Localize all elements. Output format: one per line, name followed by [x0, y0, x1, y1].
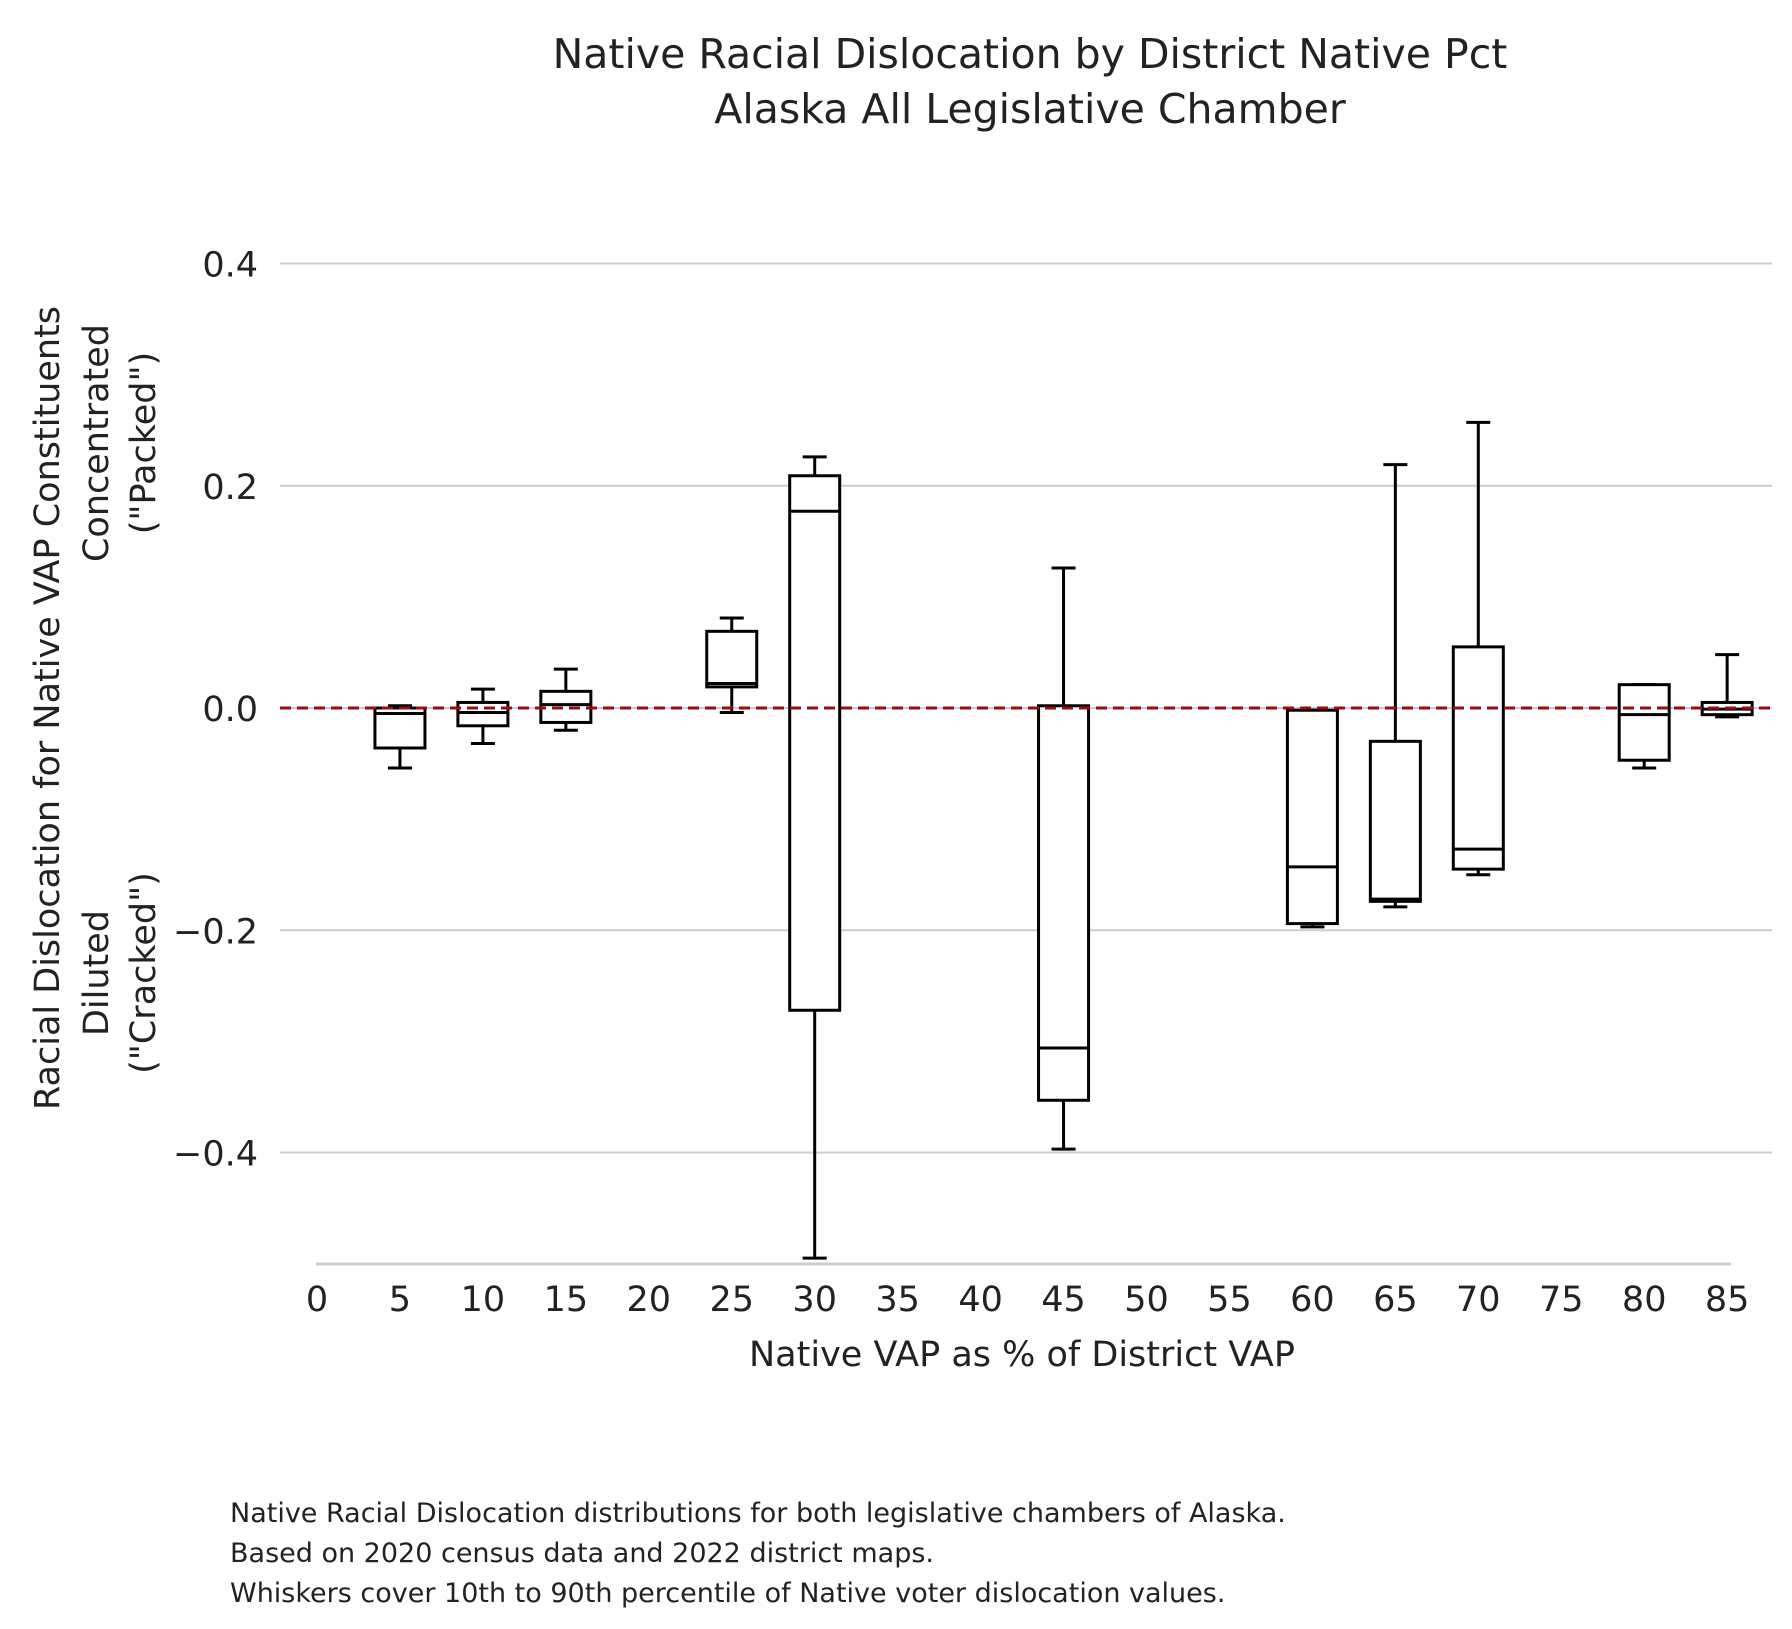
x-tick-label: 70: [1456, 1280, 1501, 1320]
y-tick-label: 0.2: [202, 468, 258, 508]
box-group: [1617, 683, 1671, 770]
footnote-line: Whiskers cover 10th to 90th percentile o…: [230, 1578, 1226, 1609]
x-tick-label: 55: [1207, 1280, 1252, 1320]
y-axis-label-packed-sub: ("Packed"): [124, 352, 164, 535]
x-tick-label: 65: [1373, 1280, 1418, 1320]
y-tick-label: −0.4: [173, 1135, 258, 1175]
x-tick-label: 10: [461, 1280, 506, 1320]
chart-title: Native Racial Dislocation by District Na…: [553, 30, 1508, 78]
y-tick-label: 0.0: [202, 690, 258, 730]
y-axis-label-packed-title: Concentrated: [77, 324, 117, 562]
iqr-box: [1285, 708, 1339, 926]
y-axis-label: Racial Dislocation for Native VAP Consti…: [28, 306, 68, 1110]
x-tick-label: 50: [1124, 1280, 1169, 1320]
box-series: [373, 420, 1754, 1260]
x-tick-label: 30: [792, 1280, 837, 1320]
iqr-box: [705, 629, 759, 689]
x-tick-label: 60: [1290, 1280, 1335, 1320]
footnote-line: Native Racial Dislocation distributions …: [230, 1498, 1286, 1529]
y-tick-label: −0.2: [173, 912, 258, 952]
x-tick-label: 20: [627, 1280, 672, 1320]
x-axis-label: Native VAP as % of District VAP: [749, 1335, 1295, 1375]
box-group: [1368, 463, 1422, 909]
box-group: [1285, 708, 1339, 929]
x-tick-label: 25: [709, 1280, 754, 1320]
x-tick-label: 35: [875, 1280, 920, 1320]
y-axis-label-cracked-title: Diluted: [77, 910, 117, 1036]
iqr-box: [456, 700, 510, 728]
x-tick-label: 40: [958, 1280, 1003, 1320]
box-group: [1037, 566, 1091, 1151]
box-group: [539, 667, 593, 732]
y-tick-label: 0.4: [202, 246, 258, 286]
x-tick-label: 15: [544, 1280, 589, 1320]
box-group: [1451, 420, 1505, 877]
footnote-line: Based on 2020 census data and 2022 distr…: [230, 1538, 934, 1569]
x-tick-label: 80: [1622, 1280, 1667, 1320]
x-tick-label: 5: [389, 1280, 411, 1320]
box-group: [705, 616, 759, 714]
axes: 0.4 0.2 0.0 −0.2 −0.4 0 5 10 15 20 25 30 35 40 45 50 55 6…: [173, 246, 1749, 1321]
iqr-box: [1037, 704, 1091, 1102]
y-axis-label-cracked-sub: ("Cracked"): [124, 872, 164, 1074]
box-group: [456, 687, 510, 746]
x-tick-label: 85: [1705, 1280, 1750, 1320]
iqr-box: [539, 689, 593, 724]
x-tick-label: 75: [1539, 1280, 1584, 1320]
iqr-box: [788, 474, 842, 1012]
chart-subtitle: Alaska All Legislative Chamber: [714, 85, 1346, 133]
x-tick-label: 45: [1041, 1280, 1086, 1320]
iqr-box: [1368, 739, 1422, 903]
box-group: [373, 704, 427, 770]
box-group: [788, 455, 842, 1260]
chart-footnote: Native Racial Dislocation distributions …: [230, 1494, 1286, 1614]
x-tick-label: 0: [306, 1280, 328, 1320]
iqr-box: [1617, 683, 1671, 762]
iqr-box: [1451, 645, 1505, 871]
